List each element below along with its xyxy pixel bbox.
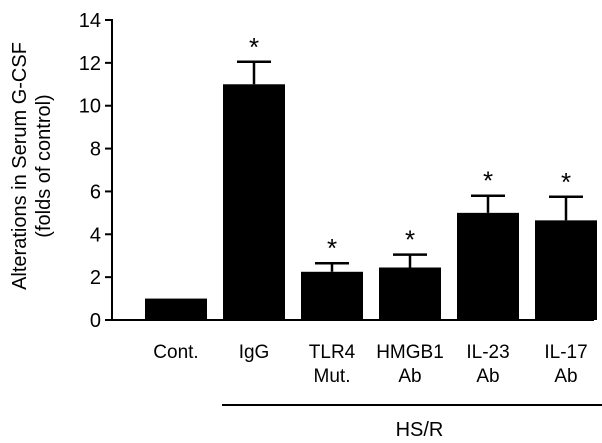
bar (457, 212, 519, 320)
y-tick-label: 10 (79, 96, 101, 118)
y-axis-title: Alterations in Serum G-CSF (folds of cont… (9, 42, 55, 290)
bar (301, 271, 363, 320)
bar (535, 220, 597, 320)
x-category-label: Ab (476, 366, 499, 387)
y-tick-label: 4 (90, 224, 101, 246)
bar (145, 298, 207, 320)
bar (379, 267, 441, 320)
significance-star: * (249, 32, 259, 62)
significance-star: * (327, 233, 337, 263)
significance-star: * (483, 166, 493, 196)
error-bars (237, 60, 583, 272)
significance-markers: * * * * * (249, 32, 571, 263)
x-category-label: IgG (239, 342, 270, 363)
y-tick-label: 14 (79, 10, 101, 32)
y-tick-label: 12 (79, 53, 101, 75)
x-category-label: TLR4 (309, 342, 356, 363)
x-category-label: Ab (554, 366, 577, 387)
x-category-label: IL-23 (466, 342, 509, 363)
y-tick-label: 8 (90, 139, 101, 161)
y-axis-title-line: (folds of control) (33, 94, 55, 237)
significance-star: * (405, 225, 415, 255)
y-axis-ticks: 0 2 4 6 8 10 12 14 (79, 10, 112, 332)
group-label: HS/R (396, 419, 444, 441)
y-tick-label: 6 (90, 181, 101, 203)
y-tick-label: 0 (90, 310, 101, 332)
x-category-label: HMGB1 (376, 342, 444, 363)
bars (145, 84, 597, 321)
x-category-label: Cont. (153, 342, 198, 363)
significance-star: * (561, 167, 571, 197)
x-category-label: Mut. (314, 366, 351, 387)
x-axis-labels: Cont. IgG TLR4 Mut. HMGB1 Ab IL-23 Ab IL-17 Ab (153, 342, 587, 387)
x-category-label: IL-17 (544, 342, 587, 363)
x-category-label: Ab (398, 366, 421, 387)
group-bracket: HS/R (222, 404, 602, 441)
y-tick-label: 2 (90, 267, 101, 289)
bar (223, 84, 285, 321)
y-axis-title-line: Alterations in Serum G-CSF (9, 42, 31, 290)
